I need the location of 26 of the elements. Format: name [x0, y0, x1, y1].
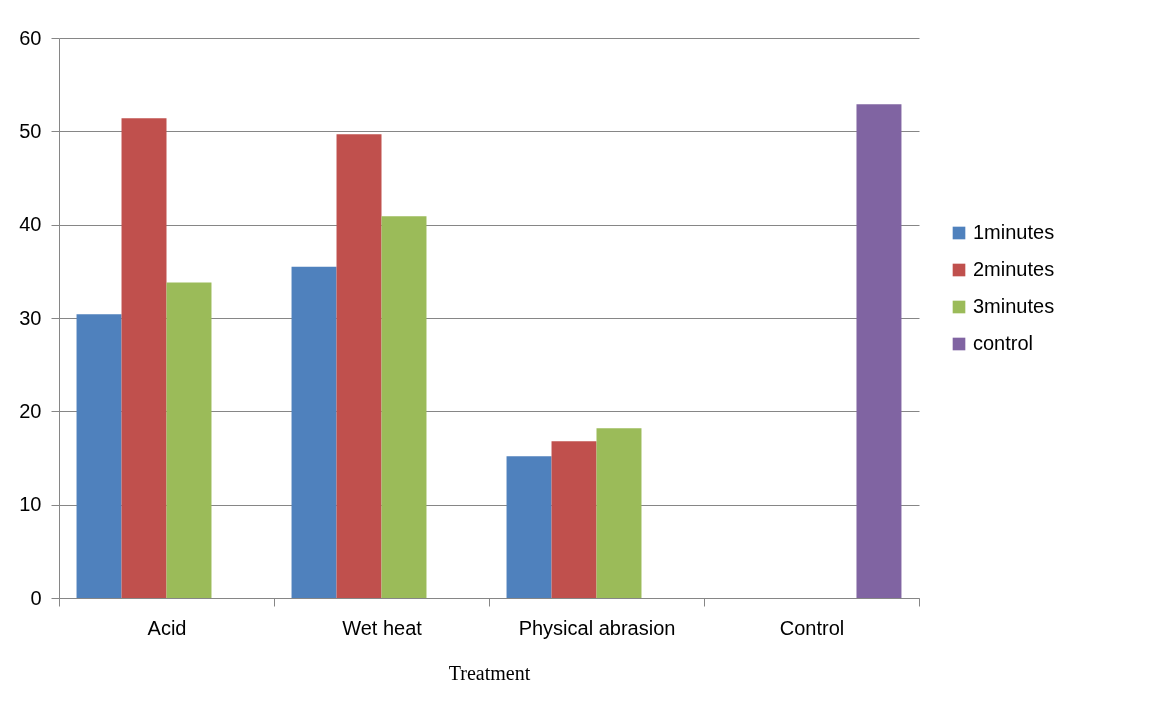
legend-label: 2minutes — [973, 258, 1055, 280]
y-tick-label: 50 — [19, 119, 42, 142]
bar — [291, 266, 337, 598]
legend-label: control — [973, 332, 1034, 354]
y-tick-label: 10 — [19, 493, 42, 516]
bar — [596, 428, 642, 598]
bar — [856, 104, 902, 598]
y-tick-label: 60 — [19, 26, 42, 49]
legend-label: 1minutes — [973, 221, 1055, 243]
bar — [381, 216, 427, 598]
bar — [76, 314, 122, 598]
legend-label: 3minutes — [973, 295, 1055, 317]
x-tick-label: Wet heat — [342, 616, 423, 639]
bar — [121, 118, 167, 598]
x-axis-title: Treatment — [448, 661, 531, 684]
bar — [551, 441, 597, 598]
x-tick-label: Physical abrasion — [518, 616, 676, 639]
bar — [506, 456, 552, 598]
x-tick-label: Control — [779, 616, 845, 639]
x-tick-label: Acid — [147, 616, 187, 639]
bar — [336, 134, 382, 598]
y-tick-label: 30 — [19, 306, 42, 329]
bar — [166, 282, 212, 598]
y-tick-label: 20 — [19, 399, 42, 422]
y-tick-label: 0 — [30, 586, 42, 609]
y-tick-label: 40 — [19, 213, 42, 236]
